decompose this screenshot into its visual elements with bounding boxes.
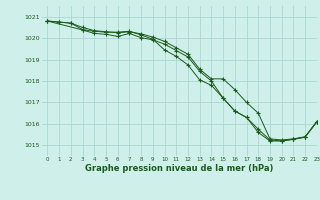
X-axis label: Graphe pression niveau de la mer (hPa): Graphe pression niveau de la mer (hPa) bbox=[85, 164, 273, 173]
